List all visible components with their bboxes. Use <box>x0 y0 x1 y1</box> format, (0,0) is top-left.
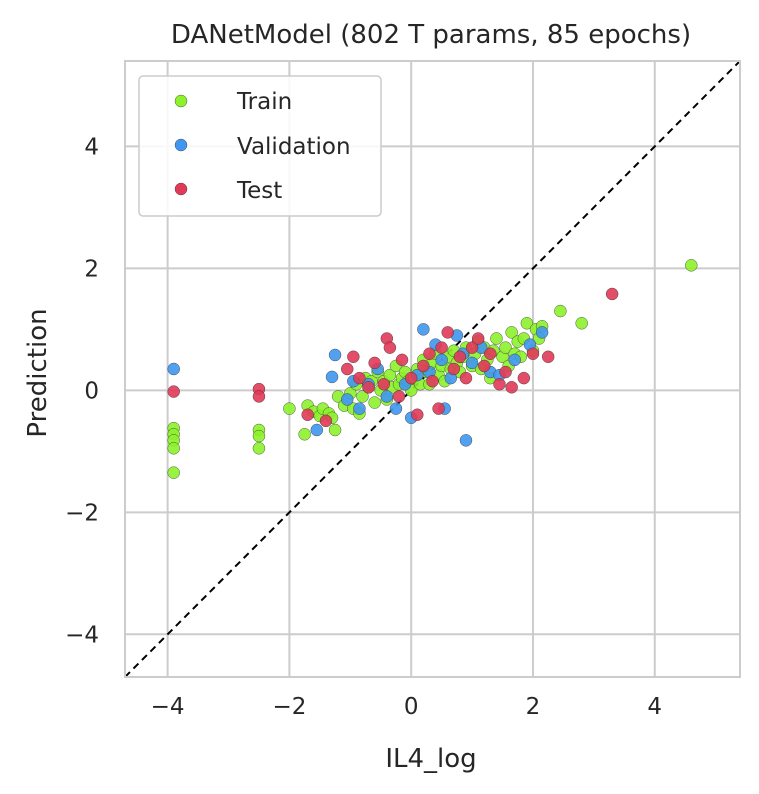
x-tick-label: −2 <box>272 694 306 720</box>
legend-marker-test <box>174 182 188 196</box>
point-validation <box>535 326 549 339</box>
point-validation <box>435 353 448 367</box>
y-tick-label: −2 <box>65 500 99 526</box>
y-tick-label: −4 <box>65 622 99 648</box>
point-validation <box>325 370 339 384</box>
x-tick-label: 0 <box>404 694 419 720</box>
point-test <box>435 341 448 354</box>
y-axis-title: Prediction <box>23 308 53 437</box>
point-test <box>383 341 397 354</box>
y-tick-label: 4 <box>84 134 99 160</box>
point-test <box>341 362 354 376</box>
point-test <box>423 347 436 360</box>
chart-title: DANetModel (802 T params, 85 epochs) <box>171 20 691 50</box>
point-train <box>252 429 266 443</box>
legend-label-train: Train <box>236 89 292 115</box>
point-test <box>347 350 360 364</box>
point-test <box>499 365 512 379</box>
legend-marker-train <box>174 94 188 108</box>
point-test <box>353 371 366 385</box>
point-test <box>392 390 406 403</box>
point-test <box>526 347 540 360</box>
point-train <box>283 402 296 415</box>
tick-labels: −4 −2 0 2 4 −4 −2 0 2 4 <box>65 134 662 720</box>
point-test <box>377 378 390 391</box>
point-train <box>490 332 503 345</box>
point-validation <box>353 402 366 415</box>
point-test <box>319 414 333 428</box>
point-test <box>411 408 424 421</box>
point-train <box>356 390 369 403</box>
legend-label-test: Test <box>236 178 282 204</box>
legend: Train Validation Test <box>138 75 382 217</box>
point-test <box>252 390 266 403</box>
point-validation <box>417 323 430 336</box>
y-tick-label: 0 <box>84 378 99 404</box>
point-test <box>459 371 473 385</box>
point-validation <box>508 353 521 367</box>
point-train <box>685 259 698 272</box>
point-test <box>517 371 531 385</box>
point-test <box>447 362 461 376</box>
point-test <box>453 350 467 364</box>
x-tick-label: 2 <box>526 694 541 720</box>
point-train <box>520 317 534 330</box>
point-test <box>441 326 454 339</box>
point-train <box>328 423 342 437</box>
y-tick-label: 2 <box>84 256 99 282</box>
point-test <box>465 341 479 354</box>
point-validation <box>328 348 342 362</box>
point-test <box>395 353 409 367</box>
point-test <box>417 359 430 373</box>
point-train <box>575 317 588 330</box>
legend-label-validation: Validation <box>237 134 351 160</box>
legend-marker-validation <box>174 138 188 152</box>
point-test <box>426 374 439 388</box>
point-test <box>478 359 491 373</box>
point-train <box>167 442 180 455</box>
point-validation <box>465 356 479 370</box>
point-test <box>432 402 445 415</box>
data-points <box>167 259 698 479</box>
point-test <box>505 381 518 394</box>
point-train <box>499 341 512 354</box>
point-test <box>484 347 497 360</box>
point-validation <box>459 434 473 447</box>
point-validation <box>310 423 324 437</box>
point-test <box>605 287 619 301</box>
point-train <box>554 304 567 318</box>
point-test <box>493 378 506 391</box>
point-test <box>471 332 485 345</box>
x-tick-label: 4 <box>647 694 662 720</box>
point-train <box>167 466 180 479</box>
point-test <box>368 356 381 370</box>
point-train <box>383 368 397 382</box>
point-test <box>404 371 418 385</box>
point-validation <box>341 393 354 406</box>
point-train <box>252 442 266 455</box>
x-tick-label: −4 <box>151 694 185 720</box>
point-validation <box>389 402 403 415</box>
point-validation <box>167 362 180 376</box>
point-train <box>298 428 311 441</box>
point-train <box>505 326 518 339</box>
x-axis-title: IL4_log <box>385 744 476 774</box>
point-test <box>362 381 375 394</box>
plot-frame <box>124 60 741 678</box>
point-test <box>301 408 314 421</box>
point-train <box>368 396 381 409</box>
point-test <box>167 385 180 398</box>
legend-box <box>138 75 382 217</box>
point-validation <box>380 390 394 403</box>
point-test <box>541 350 555 364</box>
